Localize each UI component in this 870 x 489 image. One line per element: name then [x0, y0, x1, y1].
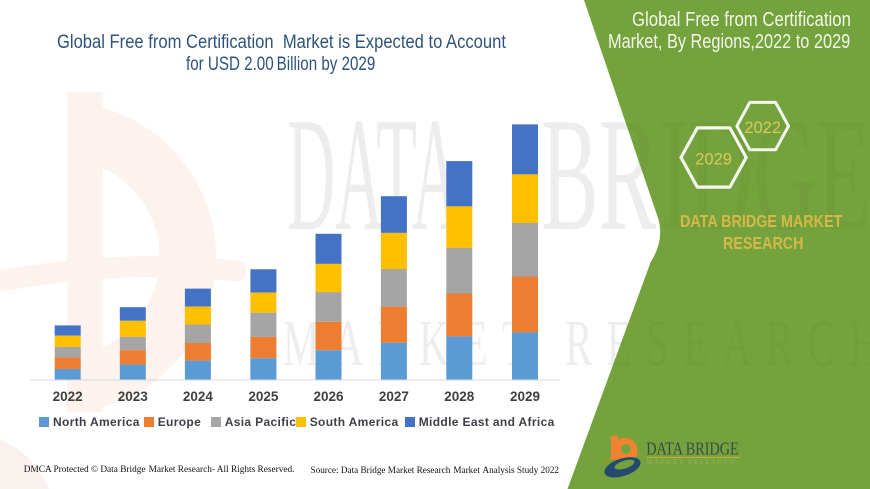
- svg-text:2029: 2029: [695, 150, 732, 168]
- svg-text:MARKET RESEARCH: MARKET RESEARCH: [646, 458, 736, 466]
- svg-text:DATA BRIDGE: DATA BRIDGE: [646, 440, 739, 459]
- svg-text:DATA: DATA: [287, 84, 460, 265]
- svg-text:2022: 2022: [744, 119, 781, 137]
